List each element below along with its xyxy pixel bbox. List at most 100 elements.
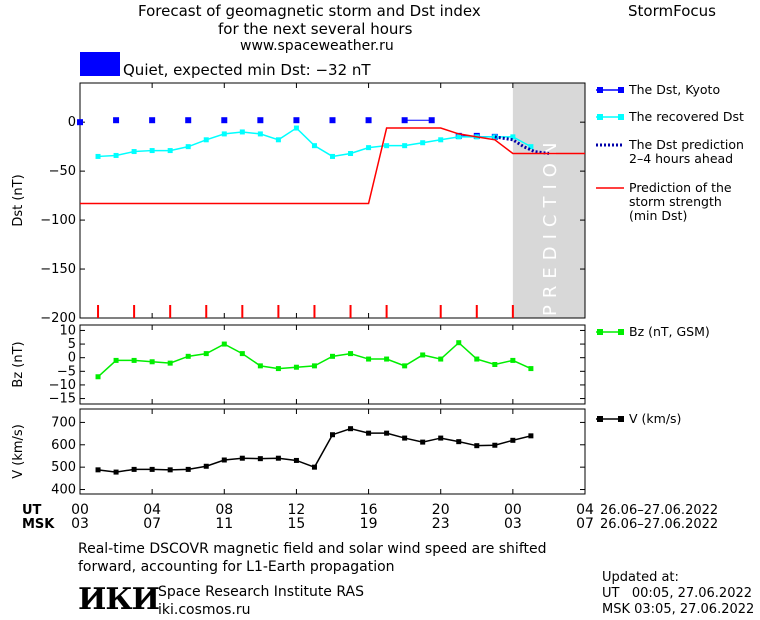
y-tick-label: 400	[51, 483, 76, 498]
data-point	[203, 463, 209, 469]
data-point	[149, 359, 155, 365]
x-tick-label-ut: 16	[360, 502, 378, 518]
data-point	[167, 360, 173, 366]
data-point	[293, 364, 299, 370]
series-line	[80, 127, 585, 205]
x-tick-label-msk: 07	[143, 516, 161, 532]
panel-frame	[79, 82, 586, 319]
y-tick-label: 600	[51, 438, 76, 453]
data-point	[113, 152, 119, 158]
data-point	[95, 153, 101, 159]
legend-entry: The Dst, Kyoto	[596, 82, 720, 97]
data-point	[95, 374, 101, 380]
data-point	[293, 117, 300, 124]
y-axis-label: V (km/s)	[11, 424, 26, 479]
org-name: Space Research Institute RAS	[158, 584, 364, 600]
data-point	[293, 457, 299, 463]
data-point	[149, 117, 156, 124]
panel-frame	[79, 324, 586, 405]
x-tick-label-msk: 03	[71, 516, 89, 532]
legend-marker	[597, 114, 603, 120]
data-point	[131, 466, 137, 472]
y-tick-label: −15	[49, 392, 76, 407]
legend-marker	[618, 329, 624, 335]
data-point	[456, 340, 462, 346]
site-url: www.spaceweather.ru	[240, 38, 394, 54]
legend-label: The Dst, Kyoto	[628, 82, 720, 97]
data-point	[95, 467, 101, 473]
data-point	[185, 117, 192, 124]
data-point	[492, 442, 498, 448]
ut-axis-label: UT	[22, 503, 42, 518]
data-point	[275, 366, 281, 372]
x-tick-label-msk: 11	[215, 516, 233, 532]
legend-label: (min Dst)	[629, 208, 687, 223]
data-point	[384, 356, 390, 362]
legend-label: The recovered Dst	[628, 109, 744, 124]
y-tick-label: −10	[49, 378, 76, 393]
data-point	[456, 134, 462, 140]
legend-entry: The recovered Dst	[596, 109, 744, 124]
data-point	[474, 356, 480, 362]
data-point	[239, 129, 245, 135]
updated-msk: MSK 03:05, 27.06.2022	[602, 602, 755, 617]
brand-label: StormFocus	[628, 2, 716, 20]
data-point	[293, 125, 299, 131]
panel-frame	[79, 408, 586, 495]
data-point	[203, 351, 209, 357]
data-point	[528, 144, 534, 150]
data-point	[528, 366, 534, 372]
data-point	[492, 362, 498, 367]
x-tick-label-ut: 00	[504, 502, 522, 518]
data-point	[420, 439, 426, 445]
data-point	[366, 356, 372, 362]
x-tick-label-ut: 12	[288, 502, 306, 518]
y-tick-label: 0	[68, 115, 76, 130]
x-tick-label-ut: 04	[143, 502, 161, 518]
x-tick-label-msk: 19	[360, 516, 378, 532]
legend-marker	[618, 87, 624, 93]
data-point	[185, 353, 191, 359]
data-point	[330, 432, 335, 438]
data-point	[257, 117, 264, 124]
data-point	[366, 145, 372, 151]
updated-label: Updated at:	[602, 570, 679, 585]
data-point	[330, 153, 335, 159]
data-point	[167, 148, 173, 154]
data-point	[456, 439, 462, 445]
legend-entry: V (km/s)	[596, 411, 681, 426]
prediction-label: PREDICTION	[540, 136, 561, 316]
data-point	[221, 341, 227, 347]
y-axis-label: Bz (nT)	[11, 341, 26, 387]
x-tick-label-ut: 00	[71, 502, 89, 518]
legend-label: Prediction of the	[629, 180, 732, 195]
status-text: Quiet, expected min Dst: −32 nT	[123, 61, 371, 79]
data-point	[330, 353, 335, 359]
data-point	[167, 467, 173, 473]
data-point	[113, 357, 119, 363]
data-point	[239, 351, 245, 357]
data-point	[77, 119, 83, 126]
data-point	[221, 131, 227, 137]
data-point	[510, 134, 516, 140]
data-point	[131, 357, 137, 363]
series-line	[494, 135, 550, 155]
legend-marker	[597, 87, 603, 93]
data-point	[131, 149, 137, 155]
data-point	[366, 430, 372, 436]
data-point	[113, 117, 120, 124]
ut-range-label: 26.06–27.06.2022	[600, 503, 718, 518]
msk-axis-label: MSK	[22, 517, 55, 532]
series-the-recovered-dst	[95, 125, 534, 159]
series-line	[97, 341, 532, 378]
org-site[interactable]: iki.cosmos.ru	[158, 602, 251, 618]
y-tick-label: 700	[51, 415, 76, 430]
data-point	[149, 466, 155, 472]
legend-label: The Dst prediction	[628, 137, 744, 152]
y-tick-label: 5	[68, 337, 76, 352]
data-point	[329, 117, 336, 124]
y-tick-label: −150	[40, 262, 76, 277]
updated-ut: UT 00:05, 27.06.2022	[602, 586, 753, 601]
